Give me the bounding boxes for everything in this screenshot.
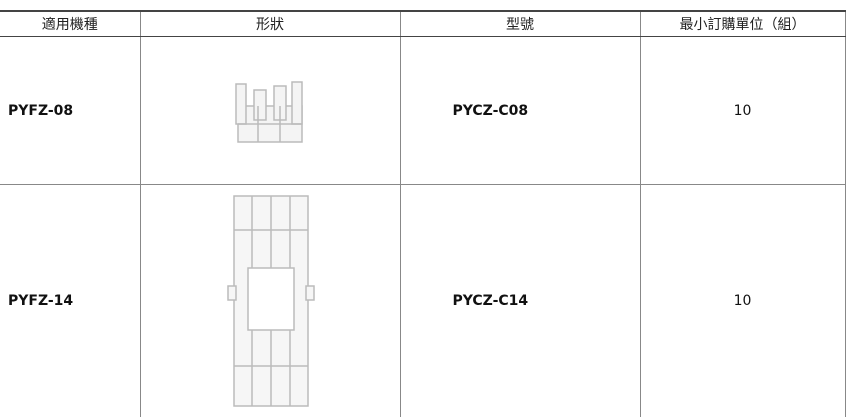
shape-cell — [140, 37, 400, 185]
part-cell: PYCZ-C08 — [400, 37, 640, 185]
quantity-cell: 10 — [640, 37, 845, 185]
product-image — [230, 76, 310, 146]
product-image — [220, 190, 320, 412]
product-table: 適用機種 形狀 型號 最小訂購單位（組） PYFZ-08 — [0, 10, 846, 417]
row: PYFZ-14 — [0, 185, 845, 417]
model-cell: PYFZ-14 — [0, 185, 140, 417]
header-cell: 最小訂購單位（組） — [640, 11, 845, 37]
model-cell: PYFZ-08 — [0, 37, 140, 185]
header-cell: 適用機種 — [0, 11, 140, 37]
header-cell: 形狀 — [140, 11, 400, 37]
shape-cell — [140, 185, 400, 417]
part-cell: PYCZ-C14 — [400, 185, 640, 417]
row: PYFZ-08 PYCZ-C08 10 — [0, 37, 845, 185]
header-row: 適用機種 形狀 型號 最小訂購單位（組） — [0, 11, 845, 37]
quantity-cell: 10 — [640, 185, 845, 417]
header-cell: 型號 — [400, 11, 640, 37]
